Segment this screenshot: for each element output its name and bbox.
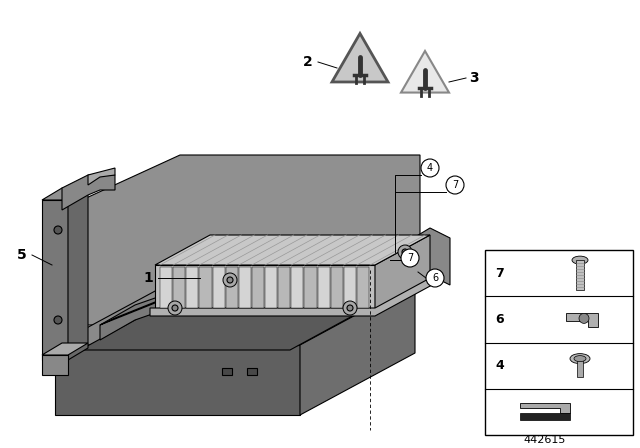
Circle shape	[398, 245, 412, 259]
Polygon shape	[42, 188, 88, 200]
Circle shape	[426, 269, 444, 287]
Polygon shape	[380, 228, 450, 305]
Ellipse shape	[572, 256, 588, 264]
Circle shape	[421, 159, 439, 177]
Polygon shape	[317, 267, 330, 308]
Polygon shape	[160, 267, 172, 308]
Polygon shape	[200, 267, 211, 308]
Circle shape	[413, 266, 417, 271]
Polygon shape	[566, 313, 598, 327]
Polygon shape	[88, 168, 115, 185]
Polygon shape	[300, 283, 415, 415]
Circle shape	[402, 249, 408, 255]
Polygon shape	[252, 267, 264, 308]
Text: 4: 4	[495, 359, 504, 372]
Polygon shape	[305, 267, 317, 308]
FancyBboxPatch shape	[576, 260, 584, 290]
Polygon shape	[42, 343, 88, 355]
Polygon shape	[226, 267, 237, 308]
Circle shape	[446, 176, 464, 194]
Text: 1: 1	[143, 271, 153, 285]
Polygon shape	[155, 265, 375, 310]
Polygon shape	[278, 267, 291, 308]
Circle shape	[347, 305, 353, 311]
Polygon shape	[80, 290, 400, 350]
Polygon shape	[375, 235, 430, 310]
Text: 6: 6	[496, 313, 504, 326]
Polygon shape	[332, 34, 388, 82]
Polygon shape	[520, 403, 570, 413]
Polygon shape	[265, 267, 277, 308]
Polygon shape	[357, 267, 369, 308]
Polygon shape	[55, 283, 415, 345]
Polygon shape	[60, 155, 420, 325]
Polygon shape	[291, 267, 303, 308]
Polygon shape	[42, 200, 68, 360]
Circle shape	[168, 301, 182, 315]
Text: 4: 4	[427, 163, 433, 173]
Circle shape	[54, 226, 62, 234]
Circle shape	[579, 313, 589, 323]
Polygon shape	[344, 267, 356, 308]
Polygon shape	[380, 248, 400, 305]
Polygon shape	[247, 368, 257, 375]
Polygon shape	[62, 175, 115, 210]
Polygon shape	[239, 267, 251, 308]
Circle shape	[54, 316, 62, 324]
Polygon shape	[173, 267, 185, 308]
Polygon shape	[401, 51, 449, 93]
Polygon shape	[212, 267, 225, 308]
Text: 2: 2	[303, 55, 313, 69]
Text: 7: 7	[407, 253, 413, 263]
Circle shape	[172, 305, 178, 311]
Text: 7: 7	[452, 180, 458, 190]
Polygon shape	[100, 258, 265, 325]
Polygon shape	[55, 345, 300, 415]
FancyBboxPatch shape	[577, 359, 583, 377]
Circle shape	[410, 263, 420, 273]
Circle shape	[227, 277, 233, 283]
Circle shape	[223, 273, 237, 287]
Polygon shape	[150, 277, 432, 316]
Circle shape	[343, 301, 357, 315]
FancyBboxPatch shape	[485, 250, 633, 435]
Polygon shape	[331, 267, 343, 308]
FancyBboxPatch shape	[520, 413, 570, 420]
Text: 3: 3	[469, 71, 479, 85]
Polygon shape	[68, 188, 88, 360]
Polygon shape	[100, 265, 250, 340]
Polygon shape	[222, 368, 232, 375]
Ellipse shape	[570, 353, 590, 364]
Text: 6: 6	[432, 273, 438, 283]
Text: 442615: 442615	[524, 435, 566, 445]
Polygon shape	[42, 355, 68, 375]
Text: 7: 7	[495, 267, 504, 280]
Polygon shape	[155, 235, 430, 265]
Ellipse shape	[574, 356, 586, 362]
Circle shape	[401, 249, 419, 267]
Polygon shape	[186, 267, 198, 308]
Text: 5: 5	[17, 248, 27, 262]
